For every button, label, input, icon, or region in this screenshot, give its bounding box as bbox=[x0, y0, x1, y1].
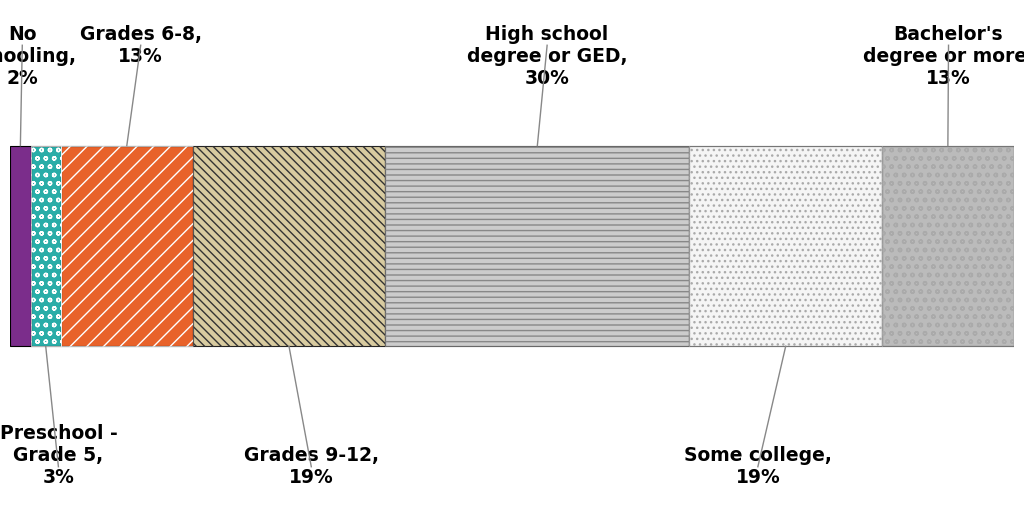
Text: Preschool -
Grade 5,
3%: Preschool - Grade 5, 3% bbox=[0, 424, 118, 487]
Text: Grades 9-12,
19%: Grades 9-12, 19% bbox=[244, 446, 379, 487]
Bar bbox=[31, 145, 60, 346]
Bar bbox=[193, 145, 385, 346]
Text: No
schooling,
2%: No schooling, 2% bbox=[0, 25, 76, 88]
Bar bbox=[882, 145, 1014, 346]
Text: Bachelor's
degree or more,
13%: Bachelor's degree or more, 13% bbox=[863, 25, 1024, 88]
Bar bbox=[31, 145, 60, 346]
Text: Grades 6-8,
13%: Grades 6-8, 13% bbox=[80, 25, 202, 66]
Bar bbox=[10, 145, 31, 346]
Bar bbox=[385, 145, 689, 346]
Bar bbox=[60, 145, 193, 346]
Bar bbox=[193, 145, 385, 346]
Text: Some college,
19%: Some college, 19% bbox=[684, 446, 831, 487]
Bar bbox=[882, 145, 1014, 346]
Bar bbox=[689, 145, 882, 346]
Bar bbox=[385, 145, 689, 346]
Text: High school
degree or GED,
30%: High school degree or GED, 30% bbox=[467, 25, 628, 88]
Bar bbox=[689, 145, 882, 346]
Bar bbox=[60, 145, 193, 346]
